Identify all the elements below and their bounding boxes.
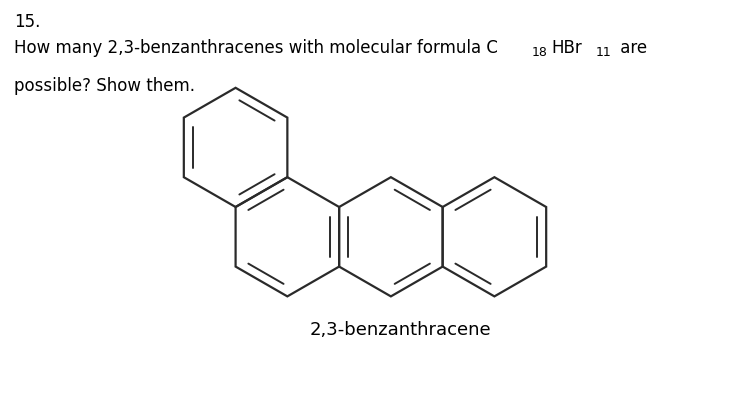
Text: are: are: [615, 39, 647, 57]
Text: 2,3-benzanthracene: 2,3-benzanthracene: [310, 321, 492, 339]
Text: possible? Show them.: possible? Show them.: [15, 77, 195, 95]
Text: 18: 18: [531, 46, 548, 59]
Text: 15.: 15.: [15, 13, 41, 31]
Text: 11: 11: [596, 46, 612, 59]
Text: HBr: HBr: [551, 39, 582, 57]
Text: How many 2,3-benzanthracenes with molecular formula C: How many 2,3-benzanthracenes with molecu…: [15, 39, 499, 57]
